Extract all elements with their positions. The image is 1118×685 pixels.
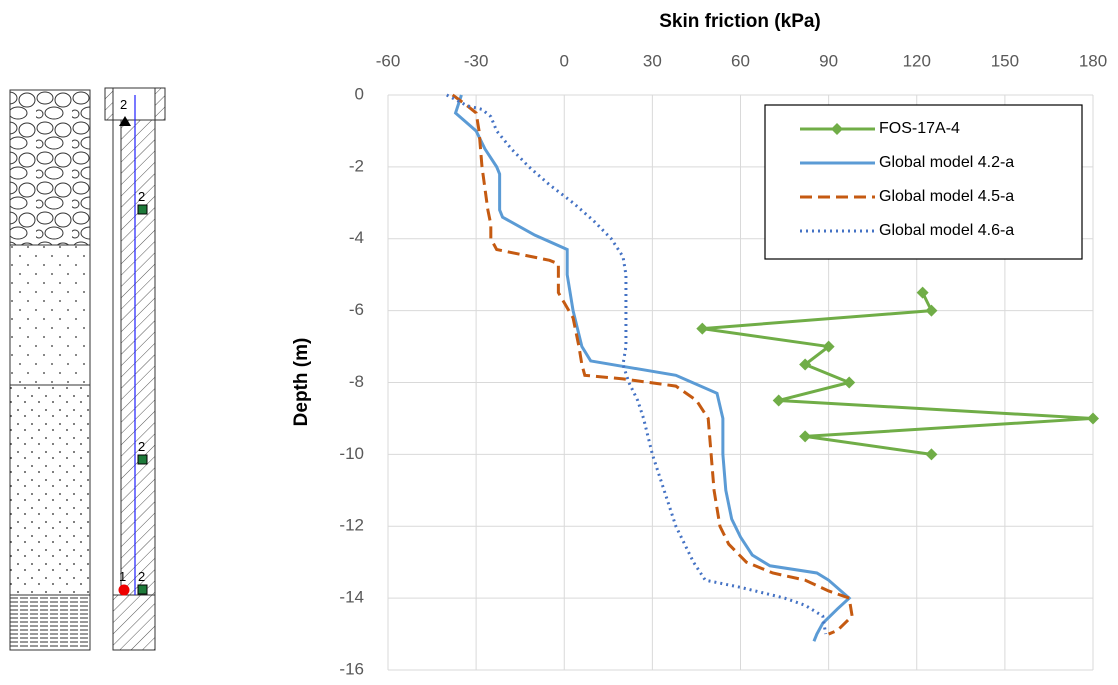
legend: FOS-17A-4 Global model 4.2-a Global model … — [764, 104, 1083, 260]
casing-inner — [112, 87, 156, 121]
y-tick-label: -14 — [339, 588, 364, 607]
x-tick-label: 180 — [1079, 51, 1107, 70]
data-point — [916, 286, 929, 299]
sensor-triangle — [119, 116, 131, 126]
x-tick-label: 150 — [991, 51, 1019, 70]
sensor-label: 2 — [138, 569, 145, 584]
y-tick-label: -12 — [339, 516, 364, 535]
sensor-square — [137, 454, 148, 465]
legend-label: FOS-17A-4 — [879, 120, 960, 137]
legend-label: Global model 4.6-a — [879, 222, 1014, 239]
sensor-label: 1 — [119, 569, 126, 584]
data-point — [1087, 412, 1099, 425]
x-tick-label: 90 — [819, 51, 838, 70]
plot-area: -60 -30 0 30 60 90 120 150 180 0 -2 -4 -6 -8 -10 -12 -14… — [339, 51, 1107, 678]
data-point — [696, 322, 709, 335]
data-point — [843, 376, 856, 389]
silty-sand-layer — [9, 384, 91, 596]
clay-layer — [9, 594, 91, 651]
y-tick-label: -8 — [349, 372, 364, 391]
data-point — [925, 304, 938, 317]
data-point — [925, 448, 938, 461]
legend-marker — [831, 123, 843, 135]
x-axis-title: Skin friction (kPa) — [659, 11, 821, 32]
series-line — [702, 291, 1094, 456]
sensor-label: 2 — [120, 97, 127, 112]
gravel-layer — [9, 89, 91, 246]
y-tick-label: -10 — [339, 444, 364, 463]
y-tick-label: -2 — [349, 156, 364, 175]
y-tick-label: -4 — [349, 228, 364, 247]
x-tick-label: -30 — [464, 51, 489, 70]
x-tick-label: 120 — [903, 51, 931, 70]
sensor-square — [137, 584, 148, 595]
sensor-label: 2 — [138, 189, 145, 204]
sensor-square — [137, 204, 148, 215]
y-axis-title: Depth (m) — [291, 338, 312, 427]
x-tick-label: 0 — [560, 51, 569, 70]
series-line — [451, 93, 854, 636]
series-line — [453, 94, 852, 642]
legend-box — [764, 104, 1083, 260]
y-tick-label: -16 — [339, 659, 364, 678]
sensor-label: 2 — [138, 439, 145, 454]
y-tick-label: 0 — [355, 84, 364, 103]
y-tick-label: -6 — [349, 300, 364, 319]
borehole-log: 2 2 2 1 2 — [9, 87, 166, 651]
x-tick-label: 30 — [643, 51, 662, 70]
legend-label: Global model 4.5-a — [879, 188, 1014, 205]
series-line — [446, 93, 828, 635]
data-point — [772, 394, 785, 407]
pile-toe — [112, 594, 156, 651]
x-tick-label: -60 — [376, 51, 401, 70]
legend-label: Global model 4.2-a — [879, 154, 1014, 171]
sand-layer — [9, 244, 91, 386]
pile-fill — [120, 119, 156, 596]
sensor-circle — [118, 584, 130, 596]
data-point — [799, 430, 812, 443]
x-tick-label: 60 — [731, 51, 750, 70]
data-point — [799, 358, 812, 371]
data-point — [822, 340, 835, 353]
